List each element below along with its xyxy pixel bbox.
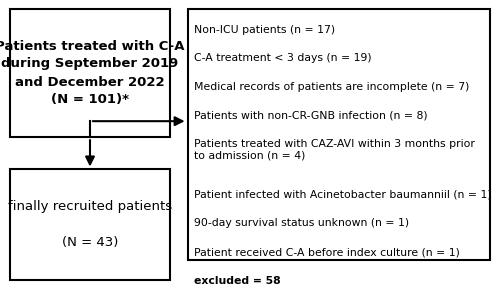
Text: C-A treatment < 3 days (n = 19): C-A treatment < 3 days (n = 19) (194, 53, 371, 63)
Text: Patients with non-CR-GNB infection (n = 8): Patients with non-CR-GNB infection (n = … (194, 111, 427, 121)
Bar (10, 9, 170, 137)
Text: finally recruited patients

(N = 43): finally recruited patients (N = 43) (8, 200, 172, 249)
Text: Patient infected with Acinetobacter baumanniil (n = 1): Patient infected with Acinetobacter baum… (194, 190, 491, 200)
Bar (10, 169, 170, 280)
Bar (188, 9, 490, 260)
Text: Patients treated with C-A
during September 2019
and December 2022
(N = 101)*: Patients treated with C-A during Septemb… (0, 39, 185, 107)
Text: excluded = 58: excluded = 58 (194, 276, 280, 286)
Text: Non-ICU patients (n = 17): Non-ICU patients (n = 17) (194, 25, 334, 35)
Text: Medical records of patients are incomplete (n = 7): Medical records of patients are incomple… (194, 82, 469, 92)
Text: Patient received C-A before index culture (n = 1): Patient received C-A before index cultur… (194, 247, 460, 257)
Text: Patients treated with CAZ-AVI within 3 months prior
to admission (n = 4): Patients treated with CAZ-AVI within 3 m… (194, 139, 474, 161)
Text: 90-day survival status unknown (n = 1): 90-day survival status unknown (n = 1) (194, 218, 408, 228)
